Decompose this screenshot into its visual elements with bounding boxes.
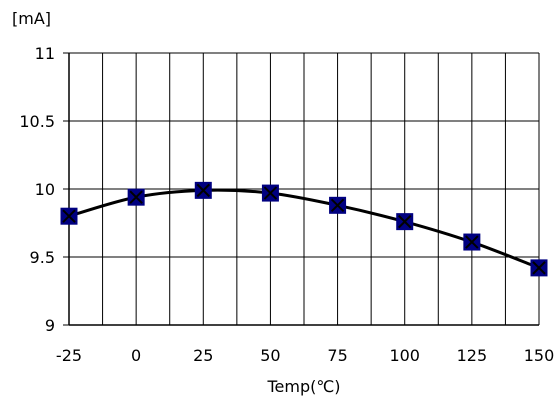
data-point <box>60 207 78 225</box>
y-tick-label: 9 <box>45 316 55 335</box>
tick-labels: 9 9.5 10 10.5 11 -25 0 25 50 75 100 125 150 <box>19 44 554 365</box>
series-group <box>60 181 548 277</box>
data-point-cross <box>398 214 412 229</box>
data-point <box>127 188 145 206</box>
y-tick-label: 10 <box>35 180 55 199</box>
data-point <box>463 233 481 251</box>
x-axis-title: Temp(℃) <box>266 377 340 396</box>
x-tick-label: 125 <box>457 346 488 365</box>
data-point-cross <box>532 261 546 275</box>
data-point-cross <box>62 209 76 223</box>
y-tick-label: 10.5 <box>19 112 55 131</box>
data-point-cross <box>129 190 143 204</box>
y-axis-title: [mA] <box>12 9 51 28</box>
data-point-cross <box>465 235 479 249</box>
data-point <box>530 259 548 277</box>
data-point-cross <box>330 198 345 213</box>
data-point <box>329 196 347 214</box>
x-tick-label: 75 <box>327 346 347 365</box>
axes <box>63 52 540 326</box>
data-point <box>261 184 279 202</box>
x-tick-label: 0 <box>131 346 141 365</box>
data-point <box>194 181 212 199</box>
data-point <box>396 213 414 231</box>
grid <box>69 52 539 325</box>
x-tick-label: 25 <box>193 346 213 365</box>
x-tick-label: 150 <box>524 346 555 365</box>
y-tick-label: 11 <box>35 44 55 63</box>
y-tick-label: 9.5 <box>30 248 55 267</box>
data-point-cross <box>263 186 278 200</box>
x-tick-label: 100 <box>389 346 420 365</box>
x-tick-label: -25 <box>56 346 82 365</box>
data-point-cross <box>196 183 210 198</box>
x-tick-label: 50 <box>260 346 280 365</box>
